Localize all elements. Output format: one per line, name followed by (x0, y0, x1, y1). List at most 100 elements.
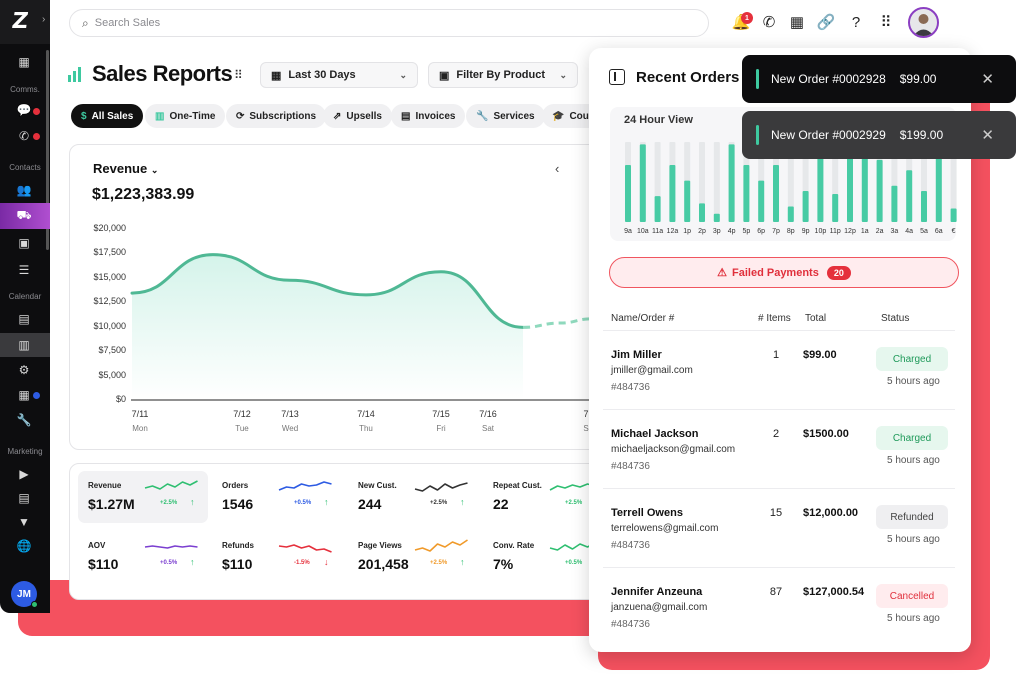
schedule-icon[interactable]: ▦ (18, 388, 30, 402)
date-range-dropdown[interactable]: ▦ Last 30 Days ⌄ (260, 62, 418, 88)
hourly-bar (950, 208, 957, 222)
globe-icon[interactable]: 🌐 (16, 539, 32, 553)
hourly-chart (625, 139, 957, 222)
hourly-bar-label: 1p (683, 228, 692, 235)
page-title: Sales Reports (92, 61, 233, 86)
toast-title: New Order #0002928 (771, 72, 886, 86)
order-items-count: 87 (769, 586, 783, 598)
status-badge[interactable]: Refunded (876, 505, 948, 529)
status-badge[interactable]: Charged (876, 347, 948, 371)
sparkline-path (414, 482, 468, 492)
gear-icon[interactable]: ⚙ (18, 363, 30, 377)
hourly-bar (758, 180, 765, 222)
tab-upsells[interactable]: ⇗ Upsells (323, 104, 392, 128)
stat-change: +2.5% (160, 500, 178, 506)
people-icon[interactable]: 👥 (16, 183, 32, 197)
help-icon[interactable]: ? (851, 13, 861, 31)
stat-value: 22 (493, 496, 509, 512)
failed-payments-count: 20 (826, 265, 851, 280)
list-icon[interactable]: ☰ (18, 263, 30, 277)
stat-change: -1.5% (294, 560, 310, 566)
chat-icon[interactable]: 💬 (16, 103, 32, 117)
sidebar-toggle-icon[interactable] (609, 69, 625, 85)
tab-services[interactable]: 🔧 Services (466, 104, 545, 128)
hourly-bar (669, 165, 676, 222)
revenue-dropdown[interactable]: Revenue ⌄ (93, 161, 158, 176)
phone-icon[interactable]: ✆ (762, 14, 776, 31)
toast-notification[interactable]: New Order #0002929 $199.00 ✕ (742, 111, 1016, 159)
hourly-bar (861, 139, 868, 222)
stat-value: 1546 (222, 496, 254, 512)
search-input[interactable]: ⌕ Search Sales (69, 9, 709, 37)
row-divider (603, 409, 955, 410)
calendar-icon[interactable]: ▦ (789, 14, 805, 31)
chevron-left-icon[interactable]: ‹ (555, 161, 560, 176)
hourly-bar (891, 185, 898, 222)
order-customer-email: janzuena@gmail.com (611, 602, 708, 613)
failed-payments-button[interactable]: ⚠ Failed Payments 20 (609, 257, 959, 288)
stat-sparkline (144, 480, 198, 490)
hourly-bar-label: 11p (829, 228, 841, 235)
hourly-bar-label: 8p (786, 228, 795, 235)
x-axis-date-label: 7/13 (281, 409, 299, 419)
play-icon[interactable]: ▶ (19, 467, 29, 481)
x-axis-date-label: 7 (583, 409, 589, 419)
sales-icon[interactable]: ⛟ (16, 208, 32, 222)
stat-highlight (78, 471, 208, 523)
link-icon[interactable]: 🔗 (816, 14, 836, 31)
tab-one-time[interactable]: ▥ One-Time (145, 104, 226, 128)
stat-sparkline (278, 481, 332, 491)
hourly-bar-label: 6p (757, 228, 766, 235)
upsell-icon: ⇗ (333, 110, 342, 122)
user-initials: JM (17, 588, 31, 600)
order-number: #484736 (611, 540, 650, 551)
calendar-icon[interactable]: ▤ (18, 312, 30, 326)
close-icon[interactable]: ✕ (981, 71, 994, 88)
stat-change: +2.5% (430, 500, 448, 506)
phone-icon[interactable]: ✆ (18, 129, 30, 143)
sidebar-item-sales[interactable] (0, 203, 50, 229)
user-avatar[interactable]: JM (11, 581, 38, 608)
toast-notification[interactable]: New Order #0002928 $99.00 ✕ (742, 55, 1016, 103)
notification-badge: 1 (741, 12, 753, 24)
document-icon[interactable]: ▤ (18, 491, 30, 505)
wrench-icon[interactable]: 🔧 (16, 413, 32, 427)
calendar-alt-icon[interactable]: ▥ (18, 338, 30, 352)
sidebar-scrollbar[interactable] (46, 50, 49, 250)
status-badge[interactable]: Cancelled (876, 584, 948, 608)
order-total: $127,000.54 (803, 586, 865, 598)
row-divider (603, 567, 955, 568)
stat-sparkline (414, 482, 468, 492)
tab-label: One-Time (169, 110, 216, 122)
x-axis-date-label: 7/16 (479, 409, 497, 419)
contact-card-icon[interactable]: ▣ (18, 236, 30, 250)
revenue-line (130, 253, 525, 329)
tab-invoices[interactable]: ▤ Invoices (391, 104, 466, 128)
hourly-bar-label: 2p (698, 228, 706, 235)
tab-label: Upsells (346, 110, 382, 122)
tab-subscriptions[interactable]: ⟳ Subscriptions (226, 104, 327, 128)
tab-all-sales[interactable]: $ All Sales (71, 104, 144, 128)
dashboard-icon[interactable]: ▦ (18, 55, 30, 69)
sparkline-path (278, 544, 332, 553)
profile-avatar[interactable] (908, 7, 939, 38)
order-time: 5 hours ago (887, 376, 940, 387)
arrow-up-icon: ↑ (324, 497, 329, 507)
tab-label: Invoices (415, 110, 456, 122)
stat-change: +0.5% (160, 560, 178, 566)
grid-menu-icon[interactable]: ⠿ (234, 68, 243, 82)
stat-label: Revenue (88, 481, 122, 490)
hourly-bar-label: 6a (934, 228, 943, 235)
chevron-right-icon[interactable]: › (42, 14, 46, 25)
y-axis-tick-label: $17,500 (93, 247, 126, 258)
close-icon[interactable]: ✕ (981, 127, 994, 144)
apps-grid-icon[interactable]: ⠿ (880, 14, 892, 31)
logo[interactable]: Z › (0, 0, 50, 44)
order-number: #484736 (611, 461, 650, 472)
hourly-bar-label: 7p (772, 228, 780, 235)
sidebar-item-selected[interactable] (0, 333, 50, 357)
product-filter-dropdown[interactable]: ▣ Filter By Product ⌄ (428, 62, 578, 88)
chevron-down-icon: ⌄ (399, 69, 407, 80)
filter-icon[interactable]: ▼ (18, 515, 30, 529)
status-badge[interactable]: Charged (876, 426, 948, 450)
